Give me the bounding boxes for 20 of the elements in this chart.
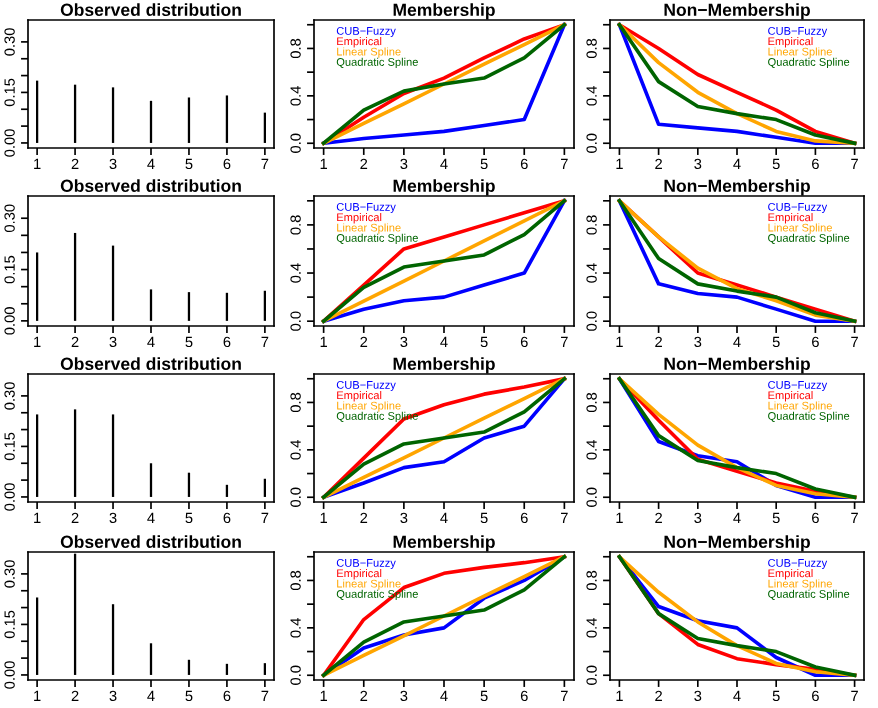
line-series: [617, 199, 857, 323]
chart-title: Membership: [393, 535, 495, 552]
line-series: [321, 199, 567, 323]
chart-title: Non−Membership: [664, 3, 810, 20]
line-series: [321, 376, 567, 500]
chart-title: Membership: [393, 3, 495, 20]
chart-title: Membership: [393, 179, 495, 196]
chart-title: Observed distribution: [60, 357, 241, 371]
chart-title: Non−Membership: [664, 179, 810, 196]
chart-title: Membership: [393, 357, 495, 374]
chart-title: Observed distribution: [60, 3, 241, 17]
line-series: [617, 22, 857, 146]
line-series: [321, 554, 567, 678]
chart-title: Observed distribution: [60, 179, 241, 193]
line-series: [617, 376, 857, 500]
chart-title: Non−Membership: [664, 357, 810, 374]
chart-title: Observed distribution: [60, 535, 241, 549]
chart-title: Non−Membership: [664, 535, 810, 552]
line-series: [321, 22, 567, 146]
line-series: [617, 554, 857, 678]
